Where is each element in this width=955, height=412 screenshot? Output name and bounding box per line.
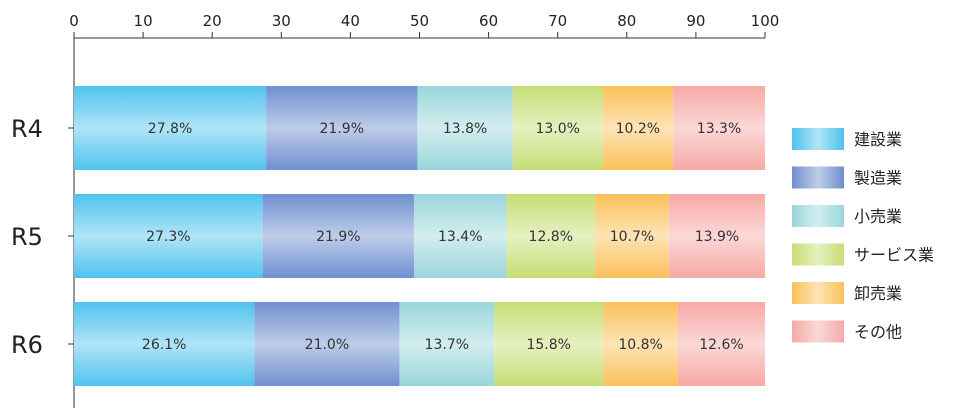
bar-segment bbox=[668, 194, 765, 278]
legend-swatch bbox=[792, 243, 844, 266]
x-tick-label: 30 bbox=[272, 12, 291, 30]
legend-label: 建設業 bbox=[854, 130, 902, 149]
legend-swatch bbox=[792, 282, 844, 304]
bar-data-label: 21.0% bbox=[305, 337, 349, 353]
legend-label: 小売業 bbox=[854, 207, 902, 226]
bar-segment bbox=[254, 302, 400, 386]
bar-segment bbox=[74, 86, 267, 170]
bar-data-label: 13.7% bbox=[425, 337, 469, 353]
bar-segment bbox=[506, 194, 596, 278]
bar-segment bbox=[602, 86, 674, 170]
bar-data-label: 13.4% bbox=[438, 229, 482, 245]
bar-data-label: 12.6% bbox=[699, 337, 743, 353]
bar-data-label: 10.7% bbox=[610, 229, 654, 245]
bar-data-label: 13.3% bbox=[697, 121, 741, 137]
bar-data-label: 13.0% bbox=[535, 121, 579, 137]
bar-segment bbox=[399, 302, 495, 386]
x-axis: 0 10 20 30 40 50 60 70 80 90 100 bbox=[69, 12, 779, 408]
bar-segment bbox=[677, 302, 765, 386]
bar-segment bbox=[494, 302, 604, 386]
bar-data-label: 27.8% bbox=[148, 121, 192, 137]
category-label: R4 bbox=[11, 115, 43, 143]
bar-data-label: 21.9% bbox=[320, 121, 364, 137]
bar-data-label: 13.8% bbox=[443, 121, 487, 137]
x-tick-label: 40 bbox=[341, 12, 360, 30]
bar-segment bbox=[595, 194, 669, 278]
bar-segment bbox=[673, 86, 765, 170]
bar-segment bbox=[74, 194, 263, 278]
x-tick-label: 100 bbox=[751, 12, 780, 30]
bar-segment bbox=[262, 194, 414, 278]
x-tick-label: 60 bbox=[479, 12, 498, 30]
x-tick-label: 10 bbox=[134, 12, 153, 30]
bar-data-label: 13.9% bbox=[695, 229, 739, 245]
bar-segment bbox=[413, 194, 507, 278]
bar-data-label: 10.8% bbox=[618, 337, 662, 353]
bar-data-label: 12.8% bbox=[529, 229, 573, 245]
x-tick-label: 80 bbox=[617, 12, 636, 30]
bar-segment bbox=[266, 86, 418, 170]
legend-label: 製造業 bbox=[854, 169, 902, 188]
legend-label: その他 bbox=[854, 323, 902, 342]
category-axis: R4 R5 R6 bbox=[11, 115, 74, 359]
category-label: R5 bbox=[11, 223, 43, 251]
bar-segment bbox=[417, 86, 513, 170]
legend-swatch bbox=[792, 205, 844, 227]
x-tick-label: 90 bbox=[686, 12, 705, 30]
bar-segment bbox=[74, 302, 255, 386]
x-tick-label: 70 bbox=[548, 12, 567, 30]
bar-data-label: 27.3% bbox=[146, 229, 190, 245]
legend-label: 卸売業 bbox=[854, 284, 902, 303]
bars: 27.8% 21.9% 13.8% 13.0% 10.2% 13.3% 27.3% 21.9%… bbox=[74, 86, 765, 386]
bar-segment bbox=[512, 86, 603, 170]
bar-data-label: 15.8% bbox=[526, 337, 570, 353]
x-tick-label: 0 bbox=[69, 12, 79, 30]
category-label: R6 bbox=[11, 331, 43, 359]
bar-segment bbox=[603, 302, 678, 386]
bar-data-label: 10.2% bbox=[616, 121, 660, 137]
x-tick-label: 50 bbox=[410, 12, 429, 30]
legend-swatch bbox=[792, 128, 844, 150]
legend-label: サービス業 bbox=[854, 246, 934, 265]
bar-data-label: 26.1% bbox=[142, 337, 186, 353]
bar-data-label: 21.9% bbox=[316, 229, 360, 245]
legend-swatch bbox=[792, 166, 844, 189]
legend-swatch bbox=[792, 320, 844, 343]
x-tick-label: 20 bbox=[203, 12, 222, 30]
